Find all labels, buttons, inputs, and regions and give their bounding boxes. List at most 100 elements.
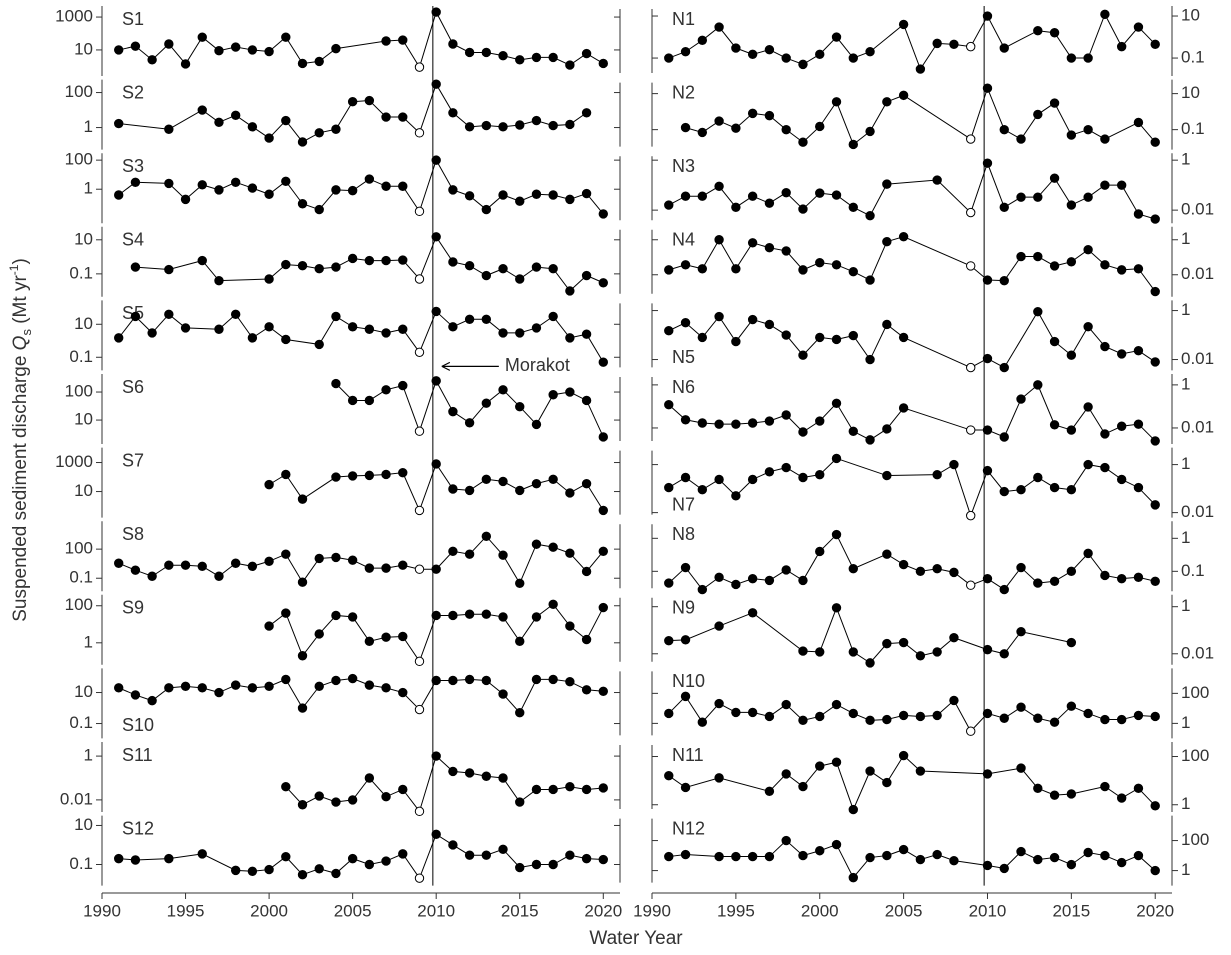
series-line — [118, 678, 604, 714]
marker — [1066, 789, 1077, 799]
marker — [381, 328, 391, 338]
marker — [798, 350, 808, 360]
marker — [714, 419, 724, 429]
marker — [347, 395, 358, 406]
marker — [1033, 26, 1043, 36]
marker — [714, 235, 724, 245]
y-tick-label: 1 — [1181, 229, 1190, 248]
marker — [515, 274, 525, 284]
marker — [314, 553, 324, 564]
marker — [1133, 710, 1144, 721]
marker — [831, 190, 842, 200]
marker — [565, 850, 575, 860]
y-tick-label: 0.1 — [1181, 48, 1205, 67]
y-tick-label: 0.01 — [1181, 417, 1214, 436]
panel-title: S10 — [122, 715, 154, 735]
y-tick-label: 1 — [1181, 300, 1190, 319]
marker — [798, 472, 808, 483]
y-tick-label: 10 — [74, 410, 93, 429]
marker — [898, 844, 909, 855]
y-tick-label: 100 — [65, 82, 93, 101]
marker — [247, 683, 258, 693]
marker — [1133, 22, 1144, 32]
marker — [314, 128, 324, 138]
marker — [798, 781, 808, 792]
marker — [581, 853, 592, 864]
marker — [598, 357, 608, 367]
open-marker — [966, 261, 976, 271]
marker — [1150, 801, 1160, 811]
marker — [1116, 573, 1127, 584]
marker — [747, 191, 758, 201]
marker — [1100, 341, 1110, 352]
marker — [1049, 28, 1060, 38]
marker — [680, 472, 691, 483]
marker — [381, 469, 391, 480]
marker — [1150, 500, 1160, 510]
open-marker — [414, 62, 425, 72]
marker — [831, 453, 842, 464]
marker — [598, 602, 608, 613]
marker — [431, 155, 441, 165]
marker — [1033, 380, 1043, 390]
marker — [1049, 717, 1060, 727]
y-axis-label: Suspended sediment discharge Qs (Mt yr-1… — [7, 258, 36, 622]
marker — [664, 851, 674, 862]
marker — [865, 210, 875, 221]
marker — [481, 398, 492, 408]
marker — [448, 257, 458, 267]
marker — [1150, 576, 1160, 586]
marker — [481, 850, 492, 860]
marker — [364, 636, 375, 647]
marker — [515, 485, 525, 496]
marker — [515, 196, 525, 206]
y-tick-label: 1 — [1181, 596, 1190, 615]
marker — [531, 115, 542, 126]
marker — [798, 427, 808, 437]
marker — [331, 552, 341, 563]
series-line — [118, 535, 604, 585]
marker — [531, 784, 542, 795]
marker — [314, 204, 324, 215]
y-tick-label: 1 — [84, 179, 93, 198]
marker — [1083, 847, 1093, 858]
marker — [1133, 783, 1144, 794]
marker — [347, 673, 358, 684]
annotation-arrowhead — [441, 361, 451, 371]
marker — [1150, 865, 1160, 876]
marker — [731, 43, 741, 53]
x-axis-label: Water Year — [589, 928, 683, 949]
marker — [247, 333, 258, 343]
marker — [548, 784, 558, 795]
marker — [747, 608, 758, 618]
marker — [664, 771, 674, 781]
x-tick-label: 1995 — [717, 901, 755, 920]
marker — [331, 311, 341, 322]
marker — [381, 683, 391, 693]
marker — [515, 328, 525, 338]
marker — [1083, 192, 1093, 202]
marker — [498, 328, 508, 338]
marker — [664, 265, 674, 275]
panel-title: N10 — [672, 671, 705, 691]
marker — [747, 707, 758, 718]
marker — [264, 556, 274, 566]
series-line — [668, 695, 1156, 733]
marker — [714, 773, 724, 783]
marker — [764, 467, 775, 477]
marker — [815, 469, 825, 480]
x-tick-label: 2005 — [885, 901, 923, 920]
marker — [1100, 429, 1110, 439]
marker — [932, 564, 942, 574]
marker — [498, 190, 508, 200]
marker — [581, 566, 592, 577]
y-tick-label: 0.01 — [1181, 200, 1214, 219]
marker — [164, 264, 174, 275]
marker — [281, 852, 291, 862]
marker — [815, 416, 825, 426]
marker — [314, 864, 324, 874]
marker — [281, 115, 291, 126]
open-marker — [414, 564, 425, 574]
marker — [781, 124, 791, 135]
marker — [448, 406, 458, 417]
